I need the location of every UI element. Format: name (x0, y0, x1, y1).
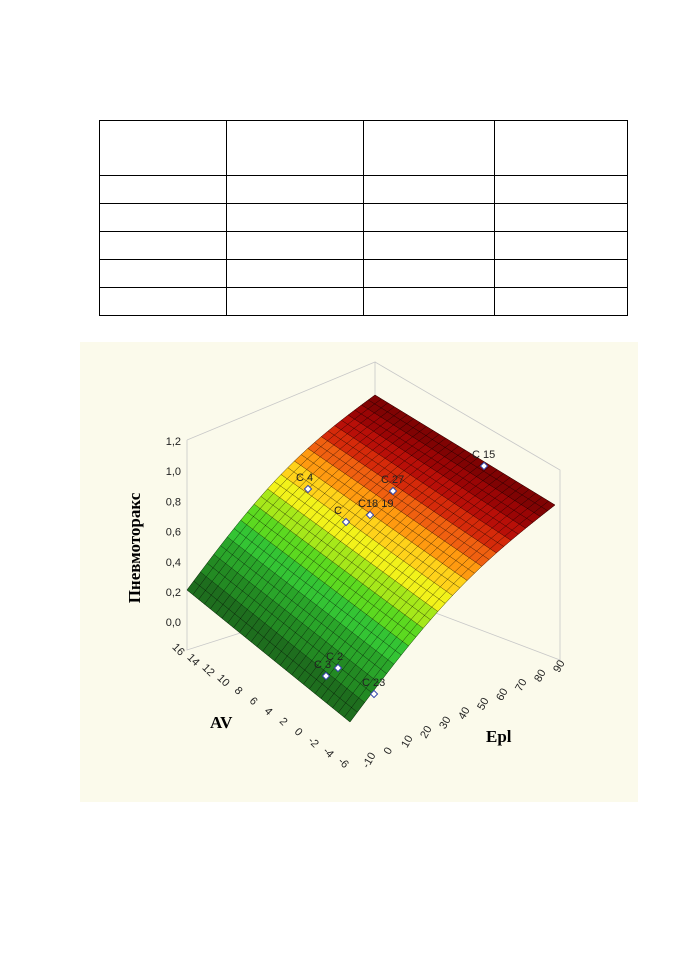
table-row (99, 231, 628, 260)
mesh-line (343, 500, 549, 718)
mesh-line (307, 448, 482, 567)
z-tick-label: 1,0 (166, 466, 181, 478)
observation-point (388, 486, 398, 496)
epl-tick-label: 90 (551, 658, 568, 675)
observation-point (365, 510, 375, 520)
mesh-line (334, 425, 512, 541)
observation-point (333, 663, 343, 673)
epl-tick-label: 40 (456, 705, 473, 722)
mesh-line (332, 493, 536, 709)
empty-table (99, 120, 628, 316)
z-tick-label: 0,2 (166, 587, 181, 599)
point-label: C 27 (381, 474, 404, 486)
mesh-line (327, 430, 504, 547)
epl-tick-label: 50 (475, 696, 492, 713)
mesh-line (368, 399, 548, 511)
z-tick-label: 0,4 (166, 557, 181, 569)
point-label: C 3 (314, 659, 331, 671)
mesh-line (301, 454, 475, 574)
mesh-line (341, 420, 519, 535)
epl-tick-label: 20 (418, 724, 435, 741)
observation-point (321, 671, 331, 681)
epl-tick-label: 10 (399, 733, 416, 750)
z-tick-label: 0,8 (166, 496, 181, 508)
mesh-line (291, 465, 491, 676)
mesh-line (349, 504, 556, 723)
epl-tick-label: 30 (437, 715, 454, 732)
point-label: C 23 (362, 677, 385, 689)
mesh-line (274, 453, 472, 661)
point-label: C18 19 (358, 498, 393, 510)
point-label: C 4 (296, 472, 313, 484)
z-axis-title: Пневмоторакс (125, 492, 144, 603)
surface (186, 394, 556, 723)
mesh-line (321, 436, 497, 554)
point-label: C (334, 505, 342, 517)
table-row (99, 203, 628, 232)
epl-tick-label: 70 (513, 677, 530, 694)
table-row (99, 175, 628, 204)
mesh-line (280, 474, 453, 596)
mesh-line (279, 457, 479, 666)
point-label: C 2 (326, 651, 343, 663)
mesh-line (326, 489, 530, 704)
mesh-line (294, 460, 468, 581)
observation-point (303, 484, 313, 494)
observation-point (479, 461, 489, 471)
observation-point (341, 517, 351, 527)
mesh-line (361, 404, 541, 517)
table-row (99, 287, 628, 316)
epl-tick-label: 60 (494, 686, 511, 703)
mesh-line (309, 477, 511, 690)
mesh-line (320, 485, 524, 699)
y-axis-title: Epl (486, 727, 512, 746)
mesh-line (287, 467, 460, 589)
z-tick-label: 0,0 (166, 617, 181, 629)
x-axis-title: AV (210, 713, 233, 732)
mesh-line (314, 481, 517, 694)
mesh-line (314, 442, 490, 560)
mesh-line (354, 409, 534, 523)
point-label: C 15 (472, 449, 495, 461)
mesh-line (348, 414, 526, 529)
observation-point (369, 689, 379, 699)
epl-tick-label: 0 (382, 745, 395, 756)
mesh-line (338, 496, 543, 713)
mesh-line (303, 473, 504, 685)
z-tick-label: 0,6 (166, 527, 181, 539)
mesh-line (297, 469, 498, 680)
mesh-line (374, 394, 556, 506)
z-tick-label: 1,2 (166, 436, 181, 448)
epl-tick-label: 80 (532, 668, 549, 685)
mesh-line (285, 461, 485, 671)
